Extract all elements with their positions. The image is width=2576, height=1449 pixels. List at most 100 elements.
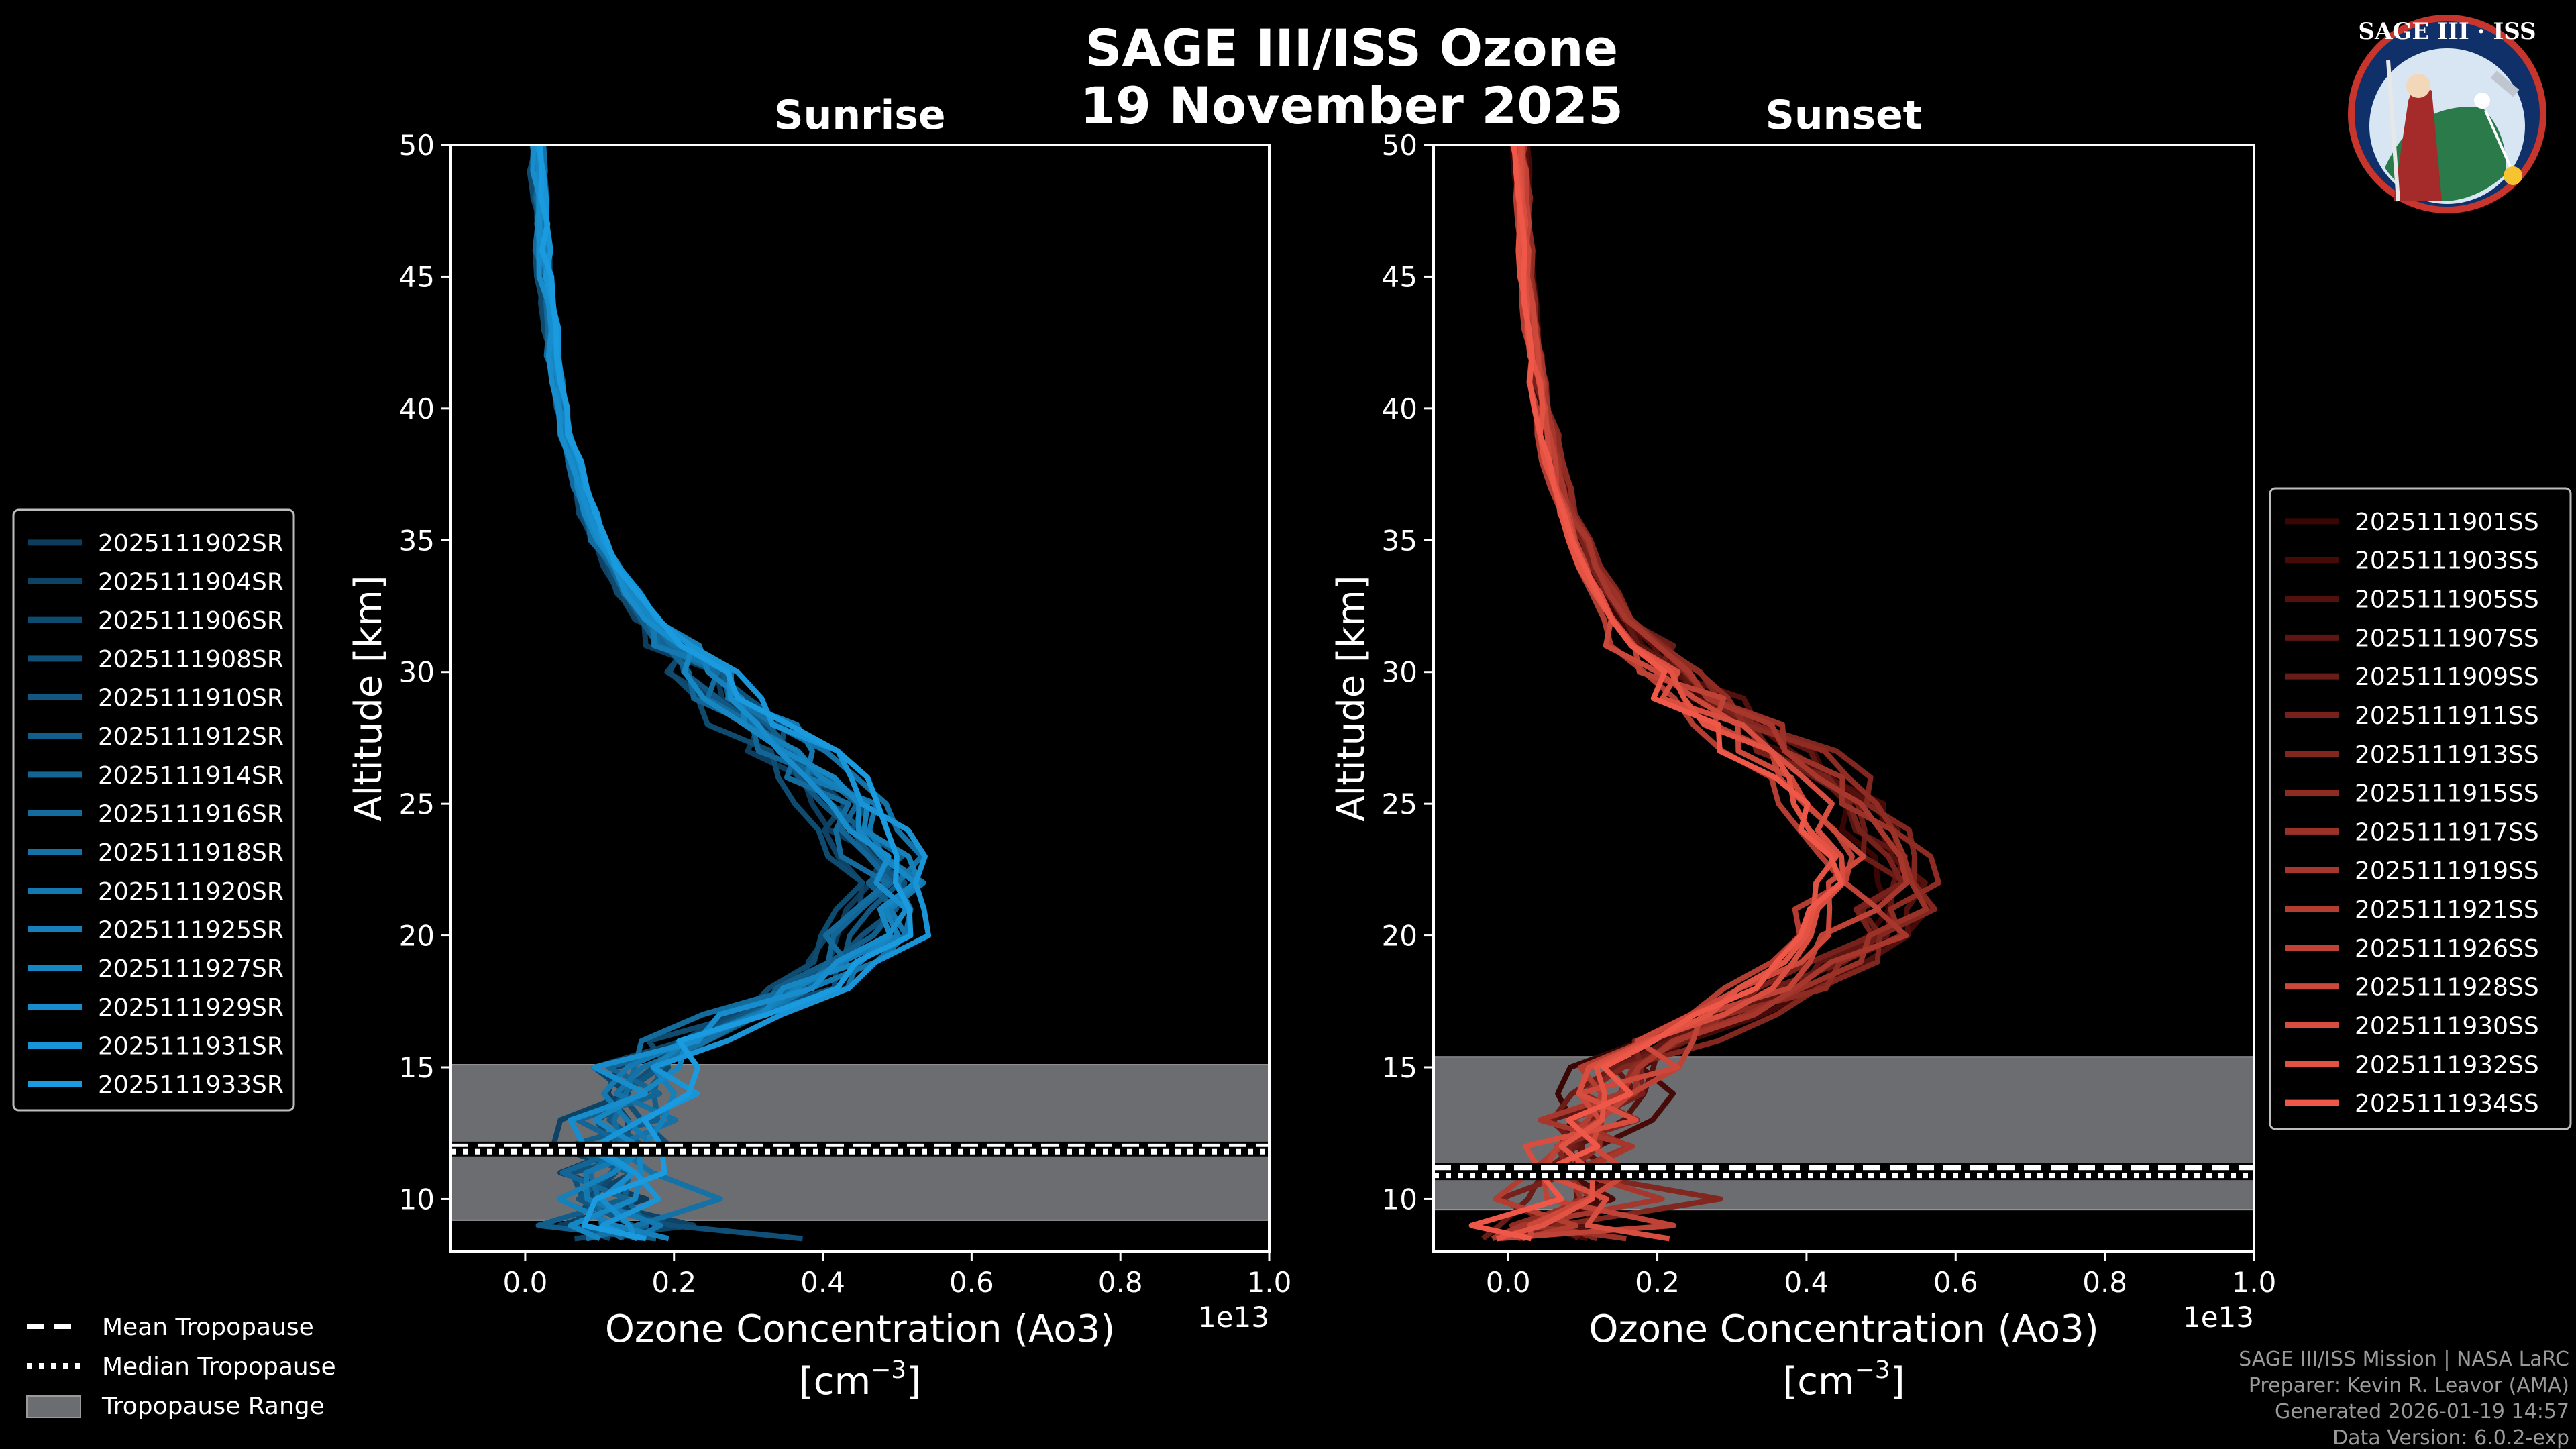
sunset-panel: 0.0 0.2 0.4 0.6 0.8 1.0 10 15 20 25 30 35 40 45 50 Suns…: [1330, 92, 2276, 1403]
legend-label: 2025111907SS: [2355, 625, 2539, 652]
credits-block: SAGE III/ISS Mission | NASA LaRC Prepare…: [2239, 1348, 2569, 1449]
credit-preparer: Preparer: Kevin R. Leavor (AMA): [2249, 1374, 2569, 1397]
legend-label: 2025111916SR: [98, 801, 284, 828]
y-tick-label: 10: [1382, 1183, 1417, 1216]
panel-title: Sunrise: [774, 92, 945, 139]
x-exponent-label: 1e13: [1198, 1301, 1269, 1334]
tropopause-range-label: Tropopause Range: [101, 1393, 325, 1420]
y-tick-label: 10: [399, 1183, 435, 1216]
sunrise-panel: 0.0 0.2 0.4 0.6 0.8 1.0 10 15 20 25 30 35 40 45 50 Sunr…: [347, 92, 1291, 1403]
legend-label: 2025111917SS: [2355, 818, 2539, 846]
legend-frame: [12, 508, 295, 1112]
x-axis-label-line1: Ozone Concentration (Ao3): [1589, 1307, 2098, 1351]
mean-tropopause-label: Mean Tropopause: [102, 1313, 314, 1341]
profile-line-2025111929SR: [530, 145, 910, 1240]
tropopause-range-band: [1433, 1056, 2255, 1211]
legend-label: 2025111901SS: [2355, 508, 2539, 536]
y-axis-label: Altitude [km]: [347, 575, 390, 821]
tropopause-legend: Mean Tropopause Median Tropopause Tropop…: [26, 1313, 336, 1420]
y-tick-label: 35: [1382, 524, 1417, 557]
y-tick-label: 25: [1382, 788, 1417, 820]
legend-label: 2025111934SS: [2355, 1090, 2539, 1118]
badge-staff: [2386, 60, 2400, 202]
x-axis-label-line2: [cm−3]: [1782, 1356, 1904, 1403]
badge-iss-icon: [2490, 70, 2520, 97]
legend-label: 2025111910SR: [98, 685, 284, 712]
y-tick-label: 40: [399, 392, 435, 425]
x-tick-label: 0.2: [1635, 1266, 1680, 1299]
badge-sun: [2504, 166, 2522, 185]
profile-lines: [1468, 145, 1941, 1242]
legend-label: 2025111933SR: [98, 1071, 284, 1099]
legend-label: 2025111929SR: [98, 994, 284, 1022]
sunset-legend: 2025111901SS 2025111903SS 2025111905SS 2025…: [2269, 487, 2572, 1130]
legend-label: 2025111927SR: [98, 955, 284, 983]
x-axis-unit-base: [cm: [799, 1360, 871, 1403]
x-axis-unit-close: ]: [906, 1360, 921, 1403]
legend-label: 2025111931SR: [98, 1033, 284, 1061]
figure-title-line2: 19 November 2025: [1080, 76, 1623, 136]
legend-label: 2025111914SR: [98, 762, 284, 790]
y-tick-label: 20: [1382, 920, 1417, 953]
y-tick-label: 30: [399, 656, 435, 689]
legend-label: 2025111912SR: [98, 723, 284, 751]
legend-label: 2025111918SR: [98, 839, 284, 867]
legend-label: 2025111913SS: [2355, 741, 2539, 769]
legend-label: 2025111915SS: [2355, 780, 2539, 808]
legend-label: 2025111904SR: [98, 569, 284, 596]
legend-label: 2025111928SS: [2355, 974, 2539, 1002]
axes-frame: [1432, 144, 2255, 1253]
axes-frame: [449, 144, 1271, 1253]
x-tick-label: 0.0: [503, 1266, 548, 1299]
legend-label: 2025111909SS: [2355, 663, 2539, 691]
tropopause-range-swatch: [26, 1395, 81, 1418]
y-tick-label: 50: [399, 129, 435, 162]
x-axis-unit-exponent: −3: [1855, 1356, 1890, 1384]
legend-label: 2025111919SS: [2355, 857, 2539, 885]
profile-line-2025111928SS: [1519, 145, 1867, 1240]
x-axis-label-line1: Ozone Concentration (Ao3): [605, 1307, 1115, 1351]
x-tick-label: 0.4: [1784, 1266, 1829, 1299]
y-tick-label: 25: [399, 788, 435, 820]
x-tick-label: 0.0: [1486, 1266, 1531, 1299]
median-tropopause-label: Median Tropopause: [102, 1353, 336, 1381]
y-tick-label: 45: [1382, 260, 1417, 293]
badge-beam: [2484, 110, 2514, 172]
legend-label: 2025111905SS: [2355, 586, 2539, 614]
panel-title: Sunset: [1766, 92, 1923, 139]
badge-moon: [2474, 93, 2490, 109]
legend-label: 2025111908SR: [98, 646, 284, 674]
x-axis-unit-close: ]: [1890, 1360, 1905, 1403]
y-tick-label: 35: [399, 524, 435, 557]
x-axis-unit-exponent: −3: [871, 1356, 906, 1384]
legend-label: 2025111926SS: [2355, 935, 2539, 963]
x-tick-label: 1.0: [2232, 1266, 2277, 1299]
y-tick-label: 30: [1382, 656, 1417, 689]
x-tick-label: 1.0: [1247, 1266, 1292, 1299]
profile-line-2025111933SR: [537, 145, 914, 1242]
badge-figure-robe: [2394, 87, 2442, 201]
badge-title: SAGE III · ISS: [2358, 18, 2536, 45]
sunrise-legend: 2025111902SR 2025111904SR 2025111906SR 2025…: [12, 508, 295, 1112]
legend-label: 2025111906SR: [98, 607, 284, 635]
y-tick-label: 40: [1382, 392, 1417, 425]
credit-data-version: Data Version: 6.0.2-exp: [2332, 1426, 2569, 1449]
x-tick-label: 0.2: [651, 1266, 696, 1299]
x-axis-unit-base: [cm: [1782, 1360, 1854, 1403]
legend-label: 2025111921SS: [2355, 896, 2539, 924]
legend-label: 2025111932SS: [2355, 1051, 2539, 1079]
y-tick-label: 50: [1382, 129, 1417, 162]
badge-figure-head: [2406, 74, 2430, 98]
x-tick-label: 0.8: [2082, 1266, 2127, 1299]
credit-generated: Generated 2026-01-19 14:57: [2275, 1400, 2569, 1424]
legend-label: 2025111911SS: [2355, 702, 2539, 730]
legend-label: 2025111925SR: [98, 917, 284, 945]
legend-label: 2025111903SS: [2355, 547, 2539, 575]
y-tick-label: 15: [1382, 1051, 1417, 1084]
profile-line-2025111921SS: [1493, 145, 1847, 1242]
x-tick-label: 0.4: [800, 1266, 845, 1299]
x-tick-label: 0.6: [1933, 1266, 1978, 1299]
legend-label: 2025111930SS: [2355, 1012, 2539, 1040]
y-tick-label: 15: [399, 1051, 435, 1084]
